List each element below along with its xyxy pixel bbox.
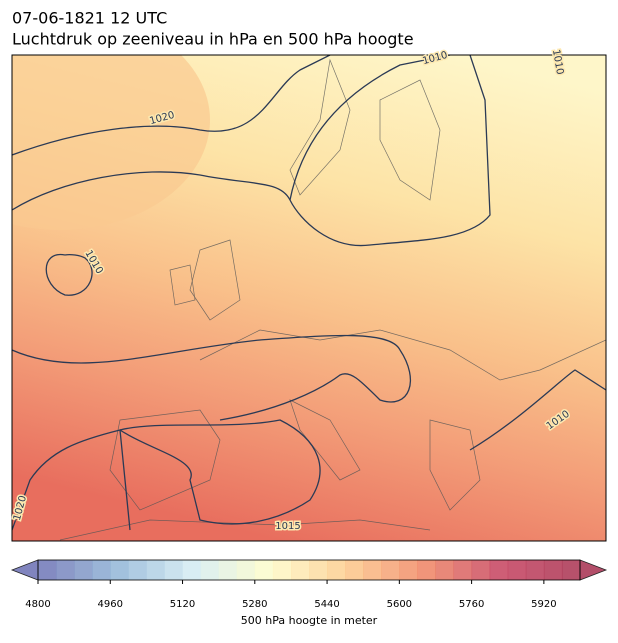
colorbar-segment: [146, 560, 165, 580]
colorbar-tick-label: 5280: [242, 599, 267, 610]
colorbar-segment: [236, 560, 256, 580]
colorbar-segment: [489, 560, 509, 580]
colorbar-segment: [453, 560, 473, 580]
colorbar-segment: [399, 560, 418, 580]
height-field: [12, 55, 210, 230]
colorbar-extend: [10, 559, 39, 581]
colorbar: 4800 4960 5120 5280 5440 5600 5760 5920: [10, 559, 608, 610]
colorbar-tick-label: 4800: [25, 599, 50, 610]
colorbar-segment: [110, 560, 129, 580]
colorbar-tick-label: 5120: [170, 599, 195, 610]
colorbar-tick-label: 5760: [459, 599, 484, 610]
colorbar-segment: [254, 560, 274, 580]
colorbar-segment: [561, 560, 581, 580]
colorbar-segment: [164, 560, 184, 580]
subtitle: Luchtdruk op zeeniveau in hPa en 500 hPa…: [12, 30, 414, 49]
colorbar-segment: [128, 560, 147, 580]
colorbar-segment: [182, 560, 202, 580]
colorbar-tick-label: 5920: [531, 599, 556, 610]
colorbar-tick-label: 4960: [98, 599, 123, 610]
colorbar-frame: [37, 559, 581, 581]
colorbar-tick-label: 5600: [387, 599, 412, 610]
colorbar-segment: [200, 560, 220, 580]
map: [12, 55, 606, 541]
colorbar-segment: [92, 560, 111, 580]
colorbar-segment: [471, 560, 491, 580]
colorbar-label: 500 hPa hoogte in meter: [241, 614, 378, 627]
colorbar-segment: [290, 560, 310, 580]
colorbar-segment: [381, 560, 400, 580]
colorbar-segment: [525, 560, 545, 580]
isobar-label: 1015: [275, 521, 300, 532]
colorbar-segment: [38, 560, 57, 580]
colorbar-segment: [417, 560, 436, 580]
colorbar-segment: [218, 560, 238, 580]
colorbar-segment: [56, 560, 75, 580]
colorbar-segment: [435, 560, 455, 580]
title: 07-06-1821 12 UTC: [12, 9, 167, 28]
colorbar-tick-label: 5440: [314, 599, 339, 610]
map-frame: [11, 54, 607, 542]
colorbar-segment: [363, 560, 382, 580]
isobars: [12, 55, 606, 531]
colorbar-extend: [579, 559, 608, 581]
colorbar-segment: [507, 560, 527, 580]
colorbar-segment: [74, 560, 93, 580]
colorbar-segment: [345, 560, 364, 580]
coastlines: [59, 58, 606, 541]
colorbar-segment: [272, 560, 292, 580]
colorbar-segment: [309, 560, 328, 580]
colorbar-segment: [327, 560, 346, 580]
colorbar-segment: [543, 560, 563, 580]
